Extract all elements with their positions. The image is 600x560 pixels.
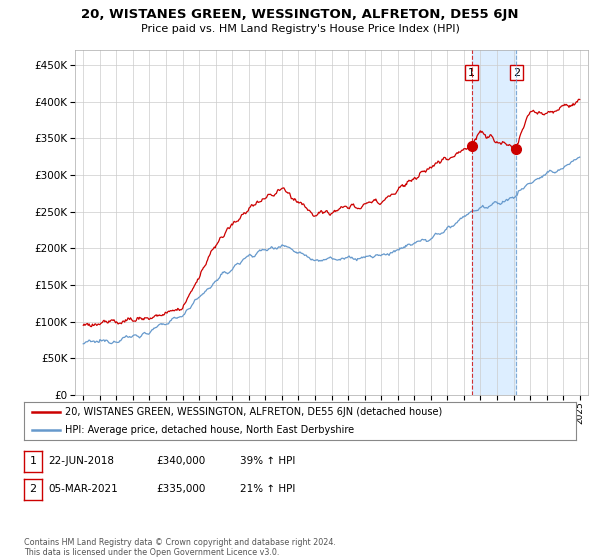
Text: £340,000: £340,000 <box>156 456 205 466</box>
Text: 05-MAR-2021: 05-MAR-2021 <box>48 484 118 494</box>
Text: Price paid vs. HM Land Registry's House Price Index (HPI): Price paid vs. HM Land Registry's House … <box>140 24 460 34</box>
Text: 22-JUN-2018: 22-JUN-2018 <box>48 456 114 466</box>
Text: 20, WISTANES GREEN, WESSINGTON, ALFRETON, DE55 6JN: 20, WISTANES GREEN, WESSINGTON, ALFRETON… <box>81 8 519 21</box>
Text: 39% ↑ HPI: 39% ↑ HPI <box>240 456 295 466</box>
Text: 1: 1 <box>29 456 37 466</box>
Text: 1: 1 <box>468 68 475 78</box>
Bar <box>472 50 517 395</box>
Text: Contains HM Land Registry data © Crown copyright and database right 2024.
This d: Contains HM Land Registry data © Crown c… <box>24 538 336 557</box>
Text: 21% ↑ HPI: 21% ↑ HPI <box>240 484 295 494</box>
Text: HPI: Average price, detached house, North East Derbyshire: HPI: Average price, detached house, Nort… <box>65 424 355 435</box>
Text: 20, WISTANES GREEN, WESSINGTON, ALFRETON, DE55 6JN (detached house): 20, WISTANES GREEN, WESSINGTON, ALFRETON… <box>65 407 443 417</box>
Text: 2: 2 <box>29 484 37 494</box>
Text: £335,000: £335,000 <box>156 484 205 494</box>
Text: 2: 2 <box>513 68 520 78</box>
